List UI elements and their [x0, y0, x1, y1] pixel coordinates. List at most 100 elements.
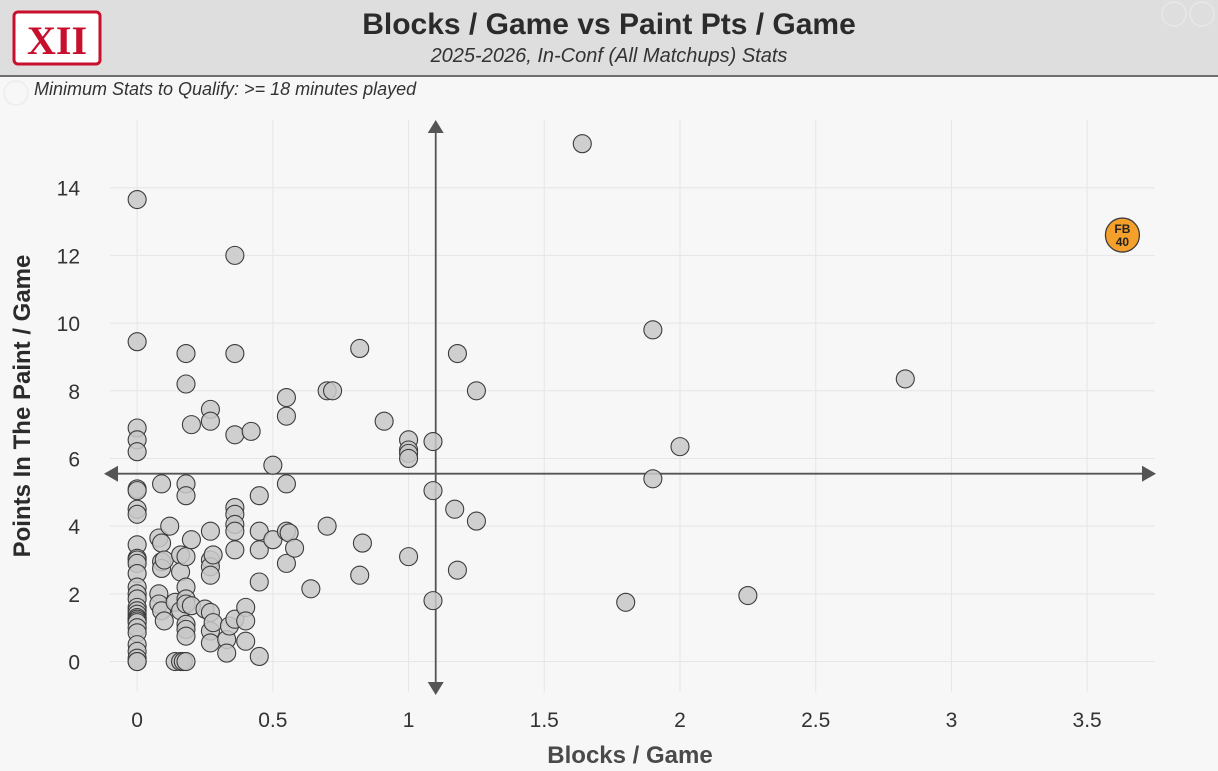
highlighted-point [1104, 217, 1141, 253]
data-point [447, 343, 467, 364]
big-12-logo: XII [12, 10, 102, 66]
data-point [643, 469, 663, 489]
data-point [225, 343, 245, 364]
data-point [249, 540, 269, 560]
data-point [200, 521, 220, 541]
x-tick-label: 2.5 [801, 709, 830, 732]
grid-lines [110, 120, 1155, 692]
data-point [323, 381, 343, 401]
data-point [263, 455, 283, 475]
arrow-up-icon [427, 120, 444, 133]
data-point [350, 338, 370, 359]
data-point [203, 545, 223, 565]
data-point [236, 611, 256, 631]
data-point [445, 499, 465, 519]
data-point [203, 613, 223, 633]
data-point [423, 481, 443, 501]
y-tick-label: 4 [68, 516, 80, 539]
x-tick-label: 2 [674, 709, 686, 732]
data-point [572, 134, 592, 154]
data-point [895, 369, 915, 389]
data-point [374, 411, 394, 431]
data-point [200, 633, 220, 653]
data-point [127, 651, 147, 672]
data-point [152, 533, 172, 553]
x-tick-label: 0.5 [258, 709, 287, 732]
tick-labels: 0 0.5 1 1.5 2 2.5 3 3.5 0 2 4 6 8 10 12 14 [57, 178, 1102, 732]
data-point [127, 442, 147, 462]
x-tick-label: 0 [131, 709, 143, 732]
data-point [241, 421, 261, 441]
data-point [225, 425, 245, 445]
data-point [352, 533, 372, 553]
data-point [225, 521, 245, 541]
header-bar: XII Blocks / Game vs Paint Pts / Game 20… [0, 0, 1218, 77]
data-point [154, 611, 174, 631]
y-tick-label: 10 [57, 313, 80, 336]
y-tick-label: 14 [57, 178, 81, 201]
data-point [225, 540, 245, 560]
data-point [263, 530, 283, 550]
data-point [276, 553, 296, 573]
data-point [423, 591, 443, 611]
data-point [301, 579, 321, 599]
data-point [127, 332, 147, 352]
data-point [466, 381, 486, 401]
x-tick-label: 1.5 [530, 709, 559, 732]
data-point [447, 560, 467, 580]
y-tick-label: 12 [57, 245, 80, 268]
highlight-label-top: FB [1114, 222, 1130, 236]
y-tick-label: 6 [68, 448, 80, 471]
data-point [176, 547, 196, 567]
x-tick-label: 1 [403, 709, 415, 732]
data-point [276, 387, 296, 408]
data-point [276, 406, 296, 426]
data-point [127, 189, 147, 210]
data-point [285, 538, 305, 558]
logo-text: XII [27, 18, 87, 63]
data-point [249, 486, 269, 506]
data-point [399, 547, 419, 567]
data-point [200, 565, 220, 585]
data-point [317, 516, 337, 536]
data-point [176, 486, 196, 506]
data-point [738, 585, 758, 606]
data-point [616, 592, 636, 612]
data-point [152, 474, 172, 494]
data-point [181, 415, 201, 435]
arrow-down-icon [427, 682, 444, 695]
highlight-label-bottom: 40 [1116, 235, 1130, 249]
data-point [154, 550, 174, 570]
data-point [200, 411, 220, 431]
arrow-right-icon [1142, 465, 1156, 482]
y-tick-label: 2 [68, 584, 80, 607]
y-tick-label: 8 [68, 381, 80, 404]
data-point [249, 646, 269, 667]
chart-title: Blocks / Game vs Paint Pts / Game [362, 8, 856, 41]
corner-decoration [1161, 1, 1215, 27]
x-axis-label: Blocks / Game [547, 742, 712, 769]
qualify-note: Minimum Stats to Qualify: >= 18 minutes … [34, 79, 417, 99]
data-point [236, 631, 256, 651]
data-point [160, 516, 180, 536]
y-tick-label: 0 [68, 652, 80, 675]
note-decoration [3, 80, 29, 106]
y-axis-label: Points In The Paint / Game [9, 255, 36, 558]
data-point [176, 374, 196, 394]
x-tick-label: 3 [946, 709, 958, 732]
arrow-left-icon [104, 465, 118, 482]
data-point [127, 481, 147, 501]
data-point [350, 565, 370, 585]
data-point [217, 643, 237, 663]
data-point [127, 504, 147, 524]
data-point [181, 530, 201, 550]
data-point [670, 437, 690, 457]
data-point [176, 651, 196, 672]
data-point [225, 245, 245, 265]
data-point [643, 320, 663, 340]
data-point [399, 448, 419, 469]
chart-subtitle: 2025-2026, In-Conf (All Matchups) Stats [430, 45, 788, 67]
data-point [176, 626, 196, 646]
